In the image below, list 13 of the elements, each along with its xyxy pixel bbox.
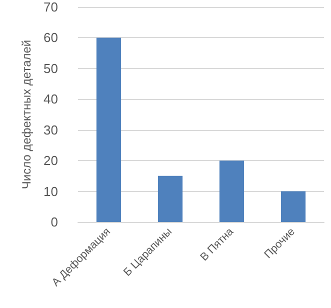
bar [158,176,183,222]
y-tick-label: 30 [44,122,58,138]
y-tick-label: 70 [44,0,58,14]
y-tick-label: 10 [44,184,58,199]
bar [219,160,244,222]
y-tick-label: 0 [50,214,58,230]
y-tick-label: 40 [44,92,58,107]
y-tick-label: 50 [44,60,58,76]
bar [280,191,306,222]
y-axis-title: Число дефектных деталей [20,40,34,190]
y-tick-label: 60 [44,30,58,46]
y-tick-label: 20 [44,153,58,168]
bar [96,38,122,222]
